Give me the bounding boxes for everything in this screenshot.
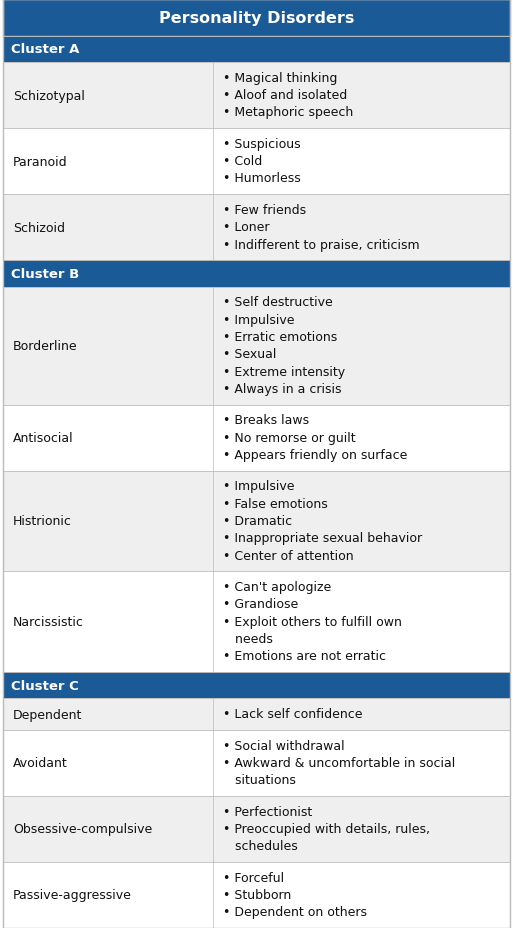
- Text: • Erratic emotions: • Erratic emotions: [223, 330, 338, 343]
- Text: • Grandiose: • Grandiose: [223, 598, 299, 611]
- Text: • Forceful: • Forceful: [223, 870, 285, 883]
- Text: • Exploit others to fulfill own: • Exploit others to fulfill own: [223, 615, 402, 628]
- Bar: [3, 195, 510, 261]
- Text: Antisocial: Antisocial: [13, 432, 74, 445]
- Text: • Social withdrawal: • Social withdrawal: [223, 739, 345, 752]
- Bar: [3, 261, 510, 288]
- Text: Schizotypal: Schizotypal: [13, 89, 85, 102]
- Text: Avoidant: Avoidant: [13, 756, 68, 769]
- Bar: [3, 796, 510, 862]
- Bar: [3, 699, 510, 730]
- Text: Cluster A: Cluster A: [11, 44, 80, 57]
- Text: • No remorse or guilt: • No remorse or guilt: [223, 432, 356, 445]
- Text: Paranoid: Paranoid: [13, 156, 68, 169]
- Text: Personality Disorders: Personality Disorders: [159, 11, 354, 26]
- Text: Dependent: Dependent: [13, 708, 83, 721]
- Text: Cluster C: Cluster C: [11, 679, 79, 692]
- Text: • Suspicious: • Suspicious: [223, 137, 301, 150]
- Text: • Impulsive: • Impulsive: [223, 314, 295, 327]
- Text: • Stubborn: • Stubborn: [223, 888, 292, 901]
- Text: • Dependent on others: • Dependent on others: [223, 906, 367, 919]
- Bar: [3, 672, 510, 699]
- Text: • Perfectionist: • Perfectionist: [223, 805, 312, 818]
- Text: • Appears friendly on surface: • Appears friendly on surface: [223, 448, 408, 461]
- Text: Schizoid: Schizoid: [13, 222, 65, 235]
- Text: Narcissistic: Narcissistic: [13, 615, 84, 628]
- Bar: [3, 36, 510, 63]
- Text: • Can't apologize: • Can't apologize: [223, 580, 332, 593]
- Text: • Always in a crisis: • Always in a crisis: [223, 382, 342, 395]
- Text: • Extreme intensity: • Extreme intensity: [223, 366, 346, 379]
- Bar: [3, 63, 510, 129]
- Text: • Awkward & uncomfortable in social: • Awkward & uncomfortable in social: [223, 756, 456, 769]
- Text: • Breaks laws: • Breaks laws: [223, 414, 309, 427]
- Text: Cluster B: Cluster B: [11, 267, 79, 280]
- Text: • Impulsive: • Impulsive: [223, 480, 295, 493]
- Text: Borderline: Borderline: [13, 340, 77, 353]
- Bar: [3, 288, 510, 406]
- Bar: [3, 730, 510, 796]
- Text: schedules: schedules: [223, 839, 298, 852]
- Text: needs: needs: [223, 632, 273, 645]
- Bar: [3, 129, 510, 195]
- Text: • Cold: • Cold: [223, 155, 263, 168]
- Text: • Dramatic: • Dramatic: [223, 514, 292, 527]
- Text: • Loner: • Loner: [223, 221, 270, 234]
- Text: • Lack self confidence: • Lack self confidence: [223, 707, 363, 720]
- Bar: [3, 0, 510, 36]
- Text: • Aloof and isolated: • Aloof and isolated: [223, 89, 348, 102]
- Text: • Few friends: • Few friends: [223, 204, 307, 217]
- Text: • Magical thinking: • Magical thinking: [223, 71, 338, 84]
- Text: • Indifferent to praise, criticism: • Indifferent to praise, criticism: [223, 238, 420, 251]
- Bar: [3, 572, 510, 672]
- Text: • Emotions are not erratic: • Emotions are not erratic: [223, 650, 386, 663]
- Bar: [3, 862, 510, 928]
- Text: Obsessive-compulsive: Obsessive-compulsive: [13, 822, 152, 835]
- Text: • Center of attention: • Center of attention: [223, 549, 354, 562]
- Text: Passive-aggressive: Passive-aggressive: [13, 888, 132, 901]
- Text: • Sexual: • Sexual: [223, 348, 277, 361]
- Text: • Self destructive: • Self destructive: [223, 296, 333, 309]
- Text: • Inappropriate sexual behavior: • Inappropriate sexual behavior: [223, 532, 423, 545]
- Text: Histrionic: Histrionic: [13, 515, 72, 528]
- Bar: [3, 406, 510, 471]
- Text: • Preoccupied with details, rules,: • Preoccupied with details, rules,: [223, 822, 430, 835]
- Text: situations: situations: [223, 773, 297, 786]
- Text: • False emotions: • False emotions: [223, 497, 328, 510]
- Text: • Metaphoric speech: • Metaphoric speech: [223, 107, 353, 120]
- Text: • Humorless: • Humorless: [223, 173, 301, 186]
- Bar: [3, 471, 510, 572]
